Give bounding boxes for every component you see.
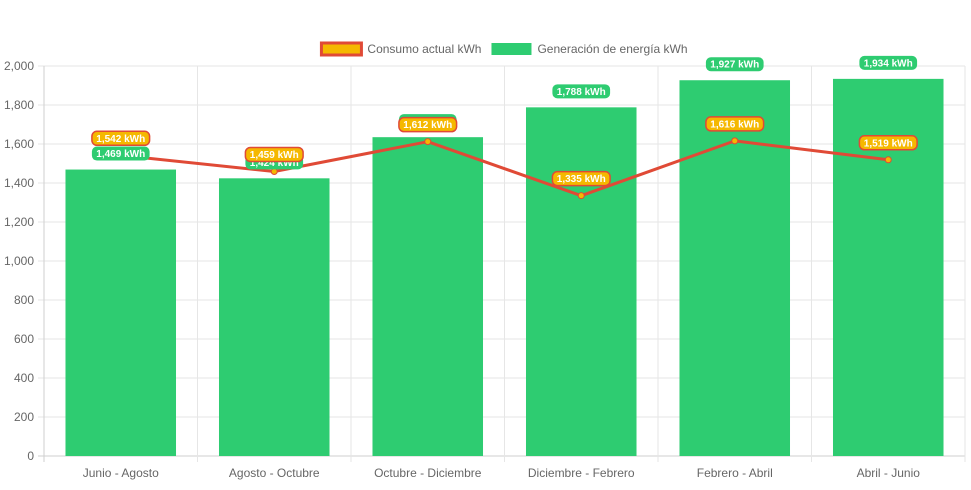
legend-label-consumo[interactable]: Consumo actual kWh <box>367 42 481 56</box>
data-label-consumo: 1,612 kWh <box>403 120 452 131</box>
y-tick-label: 1,600 <box>4 137 34 151</box>
bar-generacion[interactable] <box>525 107 637 456</box>
data-label-consumo-bg <box>551 170 611 187</box>
data-label-consumo: 1,459 kWh <box>250 150 299 161</box>
data-label-consumo: 1,519 kWh <box>864 138 913 149</box>
x-tick-label: Agosto - Octubre <box>229 466 320 480</box>
legend-label-generacion[interactable]: Generación de energía kWh <box>537 42 687 56</box>
data-label-generacion: 1,927 kWh <box>710 60 759 71</box>
axis-layer: 0 200 400 600 800 1,000 1,200 1,400 1,600 1,800 2,… <box>4 59 920 480</box>
data-label-consumo: 1,335 kWh <box>557 174 606 185</box>
data-label-consumo-bg <box>244 146 304 163</box>
legend-swatch-consumo[interactable] <box>319 41 363 57</box>
y-tick-label: 1,000 <box>4 254 34 268</box>
y-tick-label: 600 <box>14 332 34 346</box>
bar-generacion[interactable] <box>218 178 330 456</box>
x-tick-label: Febrero - Abril <box>697 466 773 480</box>
x-tick-label: Octubre - Diciembre <box>374 466 482 480</box>
x-tick-label: Diciembre - Febrero <box>528 466 635 480</box>
y-tick-label: 800 <box>14 293 34 307</box>
data-label-consumo-bg <box>398 116 458 133</box>
point-consumo[interactable] <box>577 192 585 200</box>
y-tick-label: 1,200 <box>4 215 34 229</box>
y-tick-label: 400 <box>14 371 34 385</box>
y-tick-label: 1,400 <box>4 176 34 190</box>
point-consumo[interactable] <box>270 167 278 175</box>
data-label-consumo-bg <box>858 135 918 151</box>
data-label-generacion-bg <box>859 55 918 70</box>
x-tick-label: Abril - Junio <box>857 466 921 480</box>
bar-generacion[interactable] <box>679 80 791 457</box>
data-label-generacion: 1,934 kWh <box>864 58 913 69</box>
legend: Consumo actual kWh Generación de energía… <box>319 41 688 57</box>
data-label-consumo-bg <box>91 130 151 147</box>
point-consumo[interactable] <box>884 156 892 164</box>
point-consumo[interactable] <box>731 137 739 145</box>
data-label-generacion: 1,788 kWh <box>557 87 606 98</box>
data-label-generacion: 1,424 kWh <box>250 158 299 169</box>
data-label-consumo-bg <box>705 116 765 132</box>
y-tick-label: 2,000 <box>4 59 34 73</box>
point-consumo[interactable] <box>424 138 432 146</box>
y-tick-label: 1,800 <box>4 98 34 112</box>
y-tick-label: 200 <box>14 410 34 424</box>
data-label-generacion: 1,469 kWh <box>96 149 145 160</box>
y-tick-label: 0 <box>27 449 34 463</box>
legend-swatch-generacion[interactable] <box>491 43 532 55</box>
grid-layer <box>38 65 966 462</box>
data-label-generacion-bg <box>552 84 611 99</box>
data-label-consumo: 1,616 kWh <box>710 119 759 130</box>
bar-generacion[interactable] <box>65 169 177 457</box>
data-label-consumo: 1,542 kWh <box>96 134 145 145</box>
x-tick-label: Junio - Agosto <box>83 466 159 480</box>
data-label-generacion-bg <box>705 57 764 72</box>
data-label-generacion-bg <box>91 146 150 161</box>
bar-generacion[interactable] <box>372 137 484 457</box>
